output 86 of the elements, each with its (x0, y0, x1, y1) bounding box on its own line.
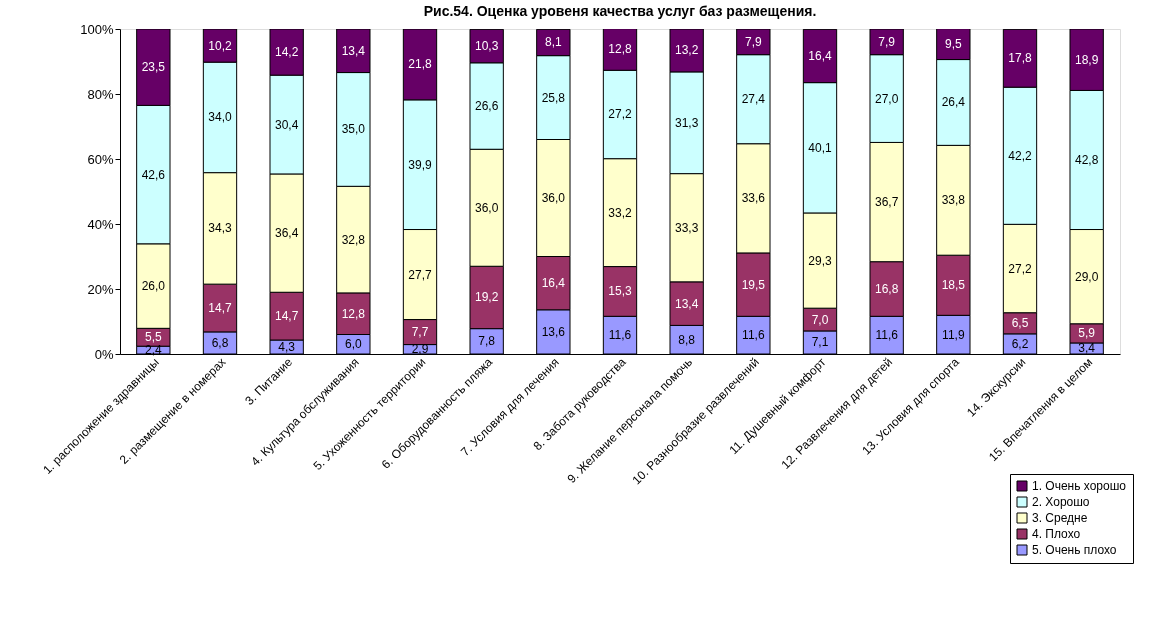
y-tick-label: 20% (87, 281, 114, 297)
data-label: 31,3 (674, 115, 699, 130)
data-label: 42,6 (141, 167, 166, 182)
data-label: 6,0 (344, 337, 362, 352)
data-label: 7,8 (478, 334, 496, 349)
data-label: 18,5 (941, 278, 966, 293)
data-label: 10,3 (474, 39, 499, 54)
data-label: 36,0 (474, 200, 499, 215)
data-label: 27,7 (408, 267, 432, 282)
data-label: 15,3 (608, 284, 632, 299)
data-label: 33,8 (941, 193, 966, 208)
data-label: 14,7 (208, 301, 232, 316)
data-label: 26,6 (474, 99, 499, 114)
data-label: 5,5 (144, 330, 162, 345)
y-tick-label: 80% (87, 86, 114, 102)
data-label: 23,5 (141, 60, 166, 75)
data-label: 5,9 (1078, 326, 1096, 341)
y-tick-label: 0% (94, 346, 114, 362)
legend-label: 5. Очень плохо (1032, 543, 1117, 557)
data-label: 34,3 (208, 221, 232, 236)
legend-label: 4. Плохо (1032, 527, 1081, 541)
data-label: 7,1 (811, 335, 829, 350)
data-label: 6,2 (1011, 336, 1029, 351)
y-tick-label: 60% (87, 151, 114, 167)
data-label: 7,0 (811, 312, 829, 327)
data-label: 18,9 (1074, 52, 1099, 67)
data-label: 16,8 (874, 282, 899, 296)
data-label: 21,8 (408, 57, 432, 72)
data-label: 42,2 (1008, 148, 1032, 163)
data-label: 12,8 (608, 42, 632, 57)
data-label: 16,4 (541, 276, 566, 291)
data-label: 30,4 (274, 117, 299, 132)
data-label: 3,4 (1078, 341, 1096, 356)
data-label: 29,3 (808, 253, 832, 268)
data-label: 27,4 (741, 92, 766, 107)
y-tick-label: 40% (87, 216, 114, 232)
data-label: 27,0 (874, 91, 899, 106)
data-label: 27,2 (608, 107, 632, 122)
data-label: 33,2 (608, 205, 632, 220)
data-label: 14,7 (274, 309, 299, 324)
data-label: 27,2 (1008, 261, 1032, 276)
data-label: 19,5 (741, 277, 766, 292)
data-label: 42,8 (1074, 152, 1099, 167)
data-label: 36,0 (541, 191, 566, 205)
data-label: 4,3 (278, 340, 296, 355)
data-label: 7,9 (878, 34, 896, 49)
data-label: 26,4 (941, 95, 966, 110)
data-label: 12,8 (341, 306, 366, 321)
data-label: 16,4 (808, 48, 832, 63)
legend-label: 3. Средне (1032, 511, 1088, 525)
data-label: 11,9 (942, 327, 965, 342)
data-label: 10,2 (208, 38, 232, 53)
data-label: 14,2 (274, 45, 299, 60)
data-label: 25,8 (541, 90, 566, 105)
data-label: 36,4 (274, 226, 299, 241)
chart-title: Рис.54. Оценка уровеня качества услуг баз размещения. (423, 3, 817, 19)
data-label: 9,5 (944, 37, 962, 52)
data-label: 35,0 (341, 122, 366, 137)
data-label: 36,7 (874, 195, 899, 210)
data-label: 8,8 (678, 332, 696, 347)
data-label: 13,4 (341, 43, 366, 58)
data-label: 2,4 (144, 343, 162, 358)
data-label: 39,9 (408, 157, 432, 172)
data-label: 29,0 (1074, 269, 1099, 284)
data-label: 26,0 (141, 279, 166, 294)
data-label: 13,6 (541, 324, 566, 339)
data-label: 19,2 (474, 290, 499, 305)
legend-label: 1. Очень хорошо (1032, 479, 1127, 493)
data-label: 17,8 (1008, 51, 1032, 66)
data-label: 11,6 (875, 328, 899, 343)
data-label: 11,6 (608, 328, 632, 343)
data-label: 6,5 (1011, 316, 1029, 331)
data-label: 33,3 (674, 220, 699, 235)
data-label: 8,1 (544, 35, 562, 50)
data-label: 32,8 (341, 232, 366, 247)
data-label: 7,9 (744, 34, 762, 49)
data-label: 7,7 (411, 325, 429, 340)
data-label: 13,2 (674, 43, 699, 58)
y-tick-label: 100% (80, 21, 114, 37)
legend-label: 2. Хорошо (1032, 495, 1090, 509)
data-label: 34,0 (208, 110, 232, 125)
data-label: 33,6 (741, 191, 766, 206)
data-label: 40,1 (808, 140, 832, 155)
data-label: 6,8 (211, 335, 229, 350)
data-label: 13,4 (674, 296, 699, 311)
data-label: 11,6 (742, 328, 765, 343)
